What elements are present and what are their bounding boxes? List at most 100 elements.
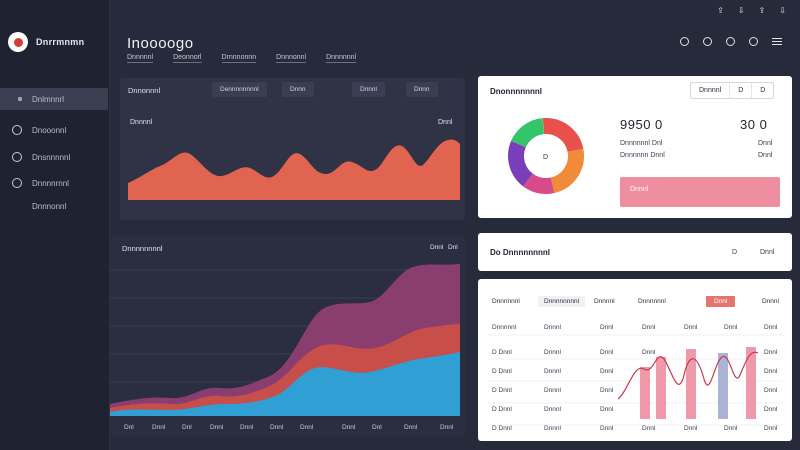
- highlight-bar[interactable]: Dnnnl: [620, 177, 780, 207]
- metric-line-right: Dnnl: [758, 152, 773, 159]
- help-icon[interactable]: [726, 37, 735, 46]
- x-tick-label: Dnnl: [440, 424, 454, 431]
- table-cell: Dnnl: [764, 406, 778, 413]
- table-cell: Dnnl: [600, 425, 614, 432]
- x-tick-label: Dnnl: [342, 424, 356, 431]
- trend-card: Dnnnnnnnnl Dnnl Dnl Dnl Dnnl Dnl Dnnl Dn…: [110, 236, 465, 436]
- metric-value: 9950 0: [620, 117, 663, 132]
- area-series-blue: [110, 352, 460, 416]
- table-header[interactable]: Dnnnnnnl: [638, 298, 666, 305]
- tab-4[interactable]: Dnnnonnl: [276, 54, 307, 63]
- layered-area-chart: Dnl Dnnl Dnl Dnnl Dnnl Dnnl Dnnl Dnnl Dn…: [110, 264, 460, 431]
- sidebar-item-5[interactable]: Dnnnonnl: [0, 195, 110, 217]
- segment-option[interactable]: D: [760, 87, 766, 94]
- x-tick-label: Dnnl: [240, 424, 254, 431]
- table-cell: Dnnnnnl: [492, 324, 517, 331]
- tab-2[interactable]: Deonnorl: [173, 54, 202, 63]
- table-cell: D Dnnl: [492, 368, 512, 375]
- filter-pill[interactable]: Dnnnl: [352, 82, 385, 97]
- filter-pill[interactable]: Dnnn: [282, 82, 314, 97]
- sidebar-item-label: Dnooonnl: [32, 125, 67, 135]
- upload-icon[interactable]: ⇪: [758, 6, 766, 15]
- table-header[interactable]: Dnnnnnnnnl: [538, 296, 586, 307]
- donut-slice-orange: [508, 118, 584, 194]
- table-cell: Dnnl: [642, 324, 656, 331]
- donut-slice-pink: [508, 118, 584, 194]
- table-header[interactable]: Dnnnnnnl: [492, 298, 520, 305]
- settings-icon: [12, 152, 22, 162]
- table-cell: Dnnl: [684, 324, 698, 331]
- circle-icon: [12, 178, 22, 188]
- x-tick-label: Dnnl: [270, 424, 284, 431]
- trend-line: [617, 351, 759, 400]
- tab-5[interactable]: Dnnnnnnl: [326, 54, 357, 63]
- segment-option[interactable]: Dnnnnl: [691, 83, 731, 98]
- tab-3[interactable]: Drnnnonnn: [221, 54, 257, 63]
- logo[interactable]: Dnrrmnmn: [8, 32, 84, 52]
- filter-pill[interactable]: Dnnn: [406, 82, 438, 97]
- sidebar: Dnrrmnmn Dnlmnnrl Dnooonnl Dnsnnnnnl Dnn…: [0, 0, 110, 450]
- download-icon[interactable]: ⇩: [779, 6, 786, 15]
- card-title: Dnnonnnl: [128, 86, 161, 95]
- table-cell: D Dnnl: [492, 425, 512, 432]
- sidebar-item-4[interactable]: Dnnnnrnnl: [0, 172, 110, 194]
- mini-bar: [746, 347, 756, 419]
- header-action[interactable]: D: [732, 249, 738, 256]
- card-title: Dnnnnnnnnl: [122, 244, 163, 253]
- filter-pill[interactable]: Dennnnnnnnl: [212, 82, 267, 97]
- card-title: Dnonnnnnnnl: [490, 87, 542, 96]
- clock-icon: [12, 125, 22, 135]
- sidebar-item-label: Dnnnnrnnl: [32, 178, 69, 188]
- table-cell: Dnnl: [600, 349, 614, 356]
- chart-label-right: Dnnl: [438, 119, 453, 126]
- table-cell: Dnnnl: [544, 406, 561, 413]
- table-cell: Dnnl: [600, 368, 614, 375]
- sidebar-item-3[interactable]: Dnsnnnnnl: [0, 146, 110, 168]
- table-cell: Dnnl: [600, 406, 614, 413]
- table-cell: Dnnl: [724, 425, 738, 432]
- table-mini-chart: [488, 334, 783, 426]
- table-cell: Dnnnl: [544, 349, 561, 356]
- header-actions: [680, 37, 782, 46]
- donut-slice-purple: [508, 118, 584, 194]
- table-cell: D Dnnl: [492, 406, 512, 413]
- donut-center-label: D: [543, 154, 548, 161]
- logo-text: Dnrrmnmn: [36, 37, 85, 47]
- table-cell: D Dnnl: [492, 349, 512, 356]
- sidebar-item-2[interactable]: Dnooonnl: [0, 119, 110, 141]
- section-header-card: Do Dnnnnnnnnl D Dnnl: [478, 233, 792, 271]
- table-cell: Dnnl: [684, 425, 698, 432]
- sidebar-item-1[interactable]: Dnlmnnrl: [0, 88, 108, 110]
- square-icon: [18, 97, 22, 101]
- x-tick-label: Dnnl: [404, 424, 418, 431]
- table-cell: Dnnl: [724, 324, 738, 331]
- table-cell: Dnnl: [764, 368, 778, 375]
- user-icon[interactable]: [749, 37, 758, 46]
- table-cell: Dnnnl: [544, 324, 561, 331]
- sidebar-item-label: Dnnnonnl: [32, 201, 67, 211]
- page-title: Inoooogo: [127, 35, 194, 52]
- table-header-active[interactable]: Dnnl: [706, 296, 736, 307]
- x-tick-label: Dnnl: [152, 424, 166, 431]
- upload-icon[interactable]: ⇪: [717, 6, 724, 15]
- clock-icon[interactable]: [680, 37, 689, 46]
- x-tick-label: Dnl: [124, 424, 134, 431]
- table-header[interactable]: Dnnnnl: [594, 298, 615, 305]
- menu-icon[interactable]: [772, 38, 782, 45]
- x-tick-label: Dnl: [372, 424, 382, 431]
- table-cell: Dnnnl: [544, 425, 561, 432]
- x-tick-label: Dnnl: [210, 424, 224, 431]
- metric-line: Dnnnnnn Dnnl: [620, 152, 665, 159]
- x-tick-label: Dnnl: [300, 424, 314, 431]
- mini-bar: [718, 353, 728, 419]
- tab-1[interactable]: Dnnnnnl: [127, 54, 154, 63]
- header-action[interactable]: Dnnl: [760, 249, 775, 256]
- table-cell: Dnnl: [642, 349, 656, 356]
- download-icon[interactable]: ⇩: [737, 6, 745, 15]
- mini-bar: [686, 349, 696, 419]
- table-header[interactable]: Dnnnl: [762, 298, 779, 305]
- segment-option[interactable]: D: [730, 83, 753, 98]
- settings-icon[interactable]: [703, 37, 712, 46]
- mini-bar: [640, 367, 650, 419]
- logo-icon: [8, 32, 28, 52]
